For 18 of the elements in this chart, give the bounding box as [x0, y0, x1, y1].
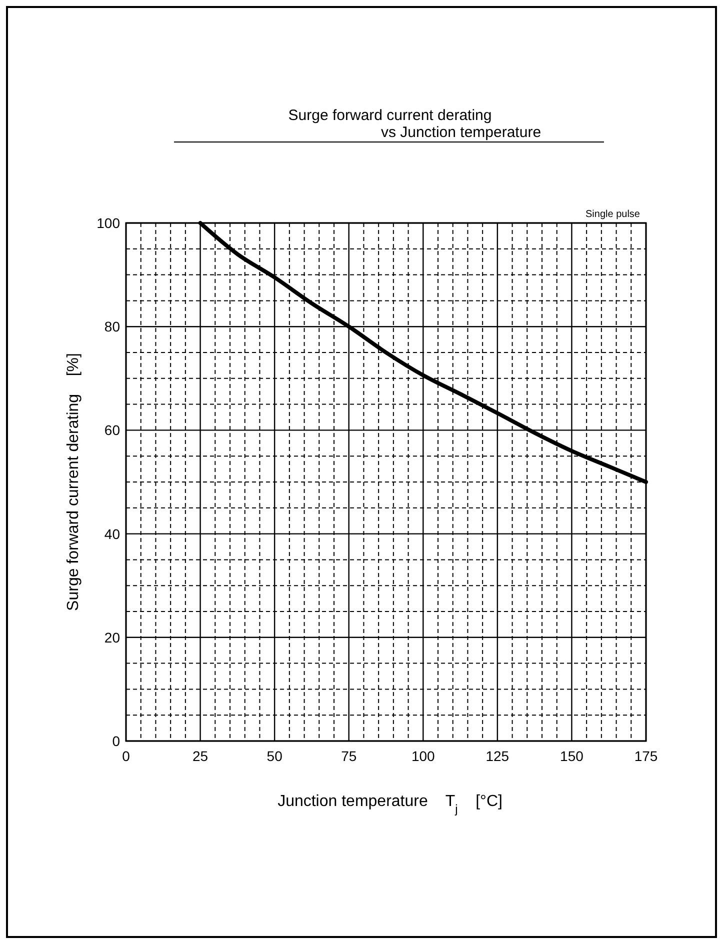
y-tick-label: 20 — [104, 629, 120, 646]
y-tick-label: 40 — [104, 526, 120, 542]
y-axis-title: Surge forward current derating [%] — [65, 353, 82, 611]
text: Junction temperature T$_{j}$ [°C] — [278, 793, 502, 816]
chart-title: Surge forward current derating vs Junction temperature — [288, 107, 542, 141]
x-tick-label: 50 — [266, 748, 283, 764]
y-tick-label: 80 — [104, 318, 120, 335]
x-tick-label: 100 — [411, 748, 436, 764]
text: Single pulse — [586, 209, 640, 220]
x-tick-label: 175 — [634, 748, 658, 764]
x-tick-label: 150 — [560, 748, 584, 764]
y-tick-label: 0 — [112, 733, 120, 749]
y-tick-label: 60 — [104, 422, 120, 438]
x-tick-label: 25 — [192, 748, 208, 764]
y-tick-label: 100 — [96, 215, 120, 231]
x-tick-label: 125 — [486, 748, 510, 764]
x-tick-label: 0 — [122, 748, 130, 764]
x-tick-label: 75 — [341, 748, 357, 764]
